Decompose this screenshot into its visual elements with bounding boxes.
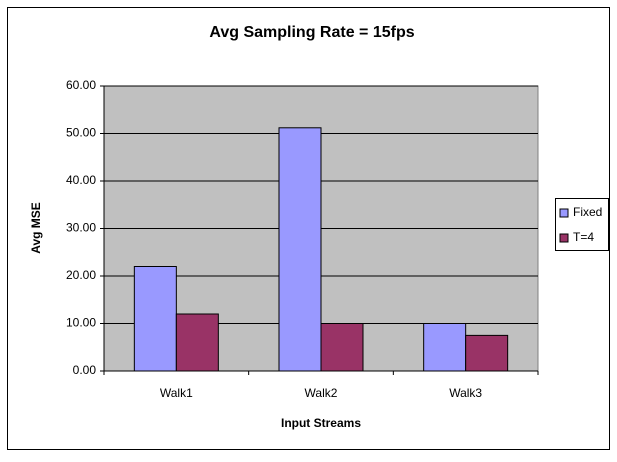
bar	[320, 323, 364, 372]
chart-title: Avg Sampling Rate = 15fps	[209, 24, 414, 41]
legend-swatch	[559, 233, 569, 243]
bar	[423, 323, 467, 372]
y-axis-label: Avg MSE	[29, 202, 43, 254]
bar	[175, 313, 219, 372]
legend-swatch	[559, 208, 569, 218]
y-tick-label: 50.00	[66, 126, 96, 140]
x-tick-label: Walk2	[305, 386, 338, 400]
y-tick-label: 40.00	[66, 173, 96, 187]
bar	[465, 334, 509, 372]
y-tick-label: 10.00	[66, 316, 96, 330]
bar	[278, 127, 322, 372]
x-tick-label: Walk3	[449, 386, 482, 400]
legend-label: Fixed	[573, 205, 602, 219]
y-tick-label: 60.00	[66, 78, 96, 92]
y-tick-label: 20.00	[66, 268, 96, 282]
y-tick-label: 0.00	[73, 363, 97, 377]
bar	[133, 266, 177, 372]
y-tick-label: 30.00	[66, 221, 96, 235]
x-tick-label: Walk1	[160, 386, 193, 400]
x-axis-label: Input Streams	[281, 416, 361, 430]
legend-label: T=4	[573, 230, 594, 244]
